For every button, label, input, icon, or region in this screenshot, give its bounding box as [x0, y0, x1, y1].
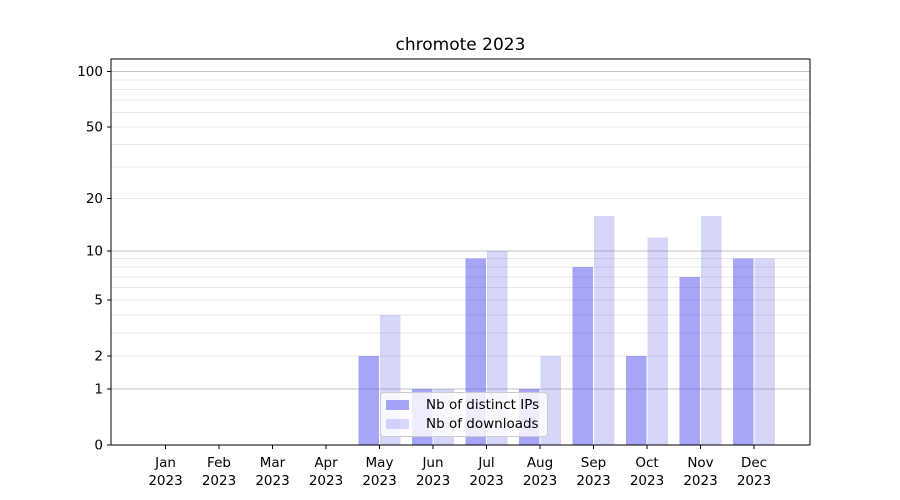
bar-distinct-ips — [626, 356, 647, 445]
x-tick-label-month: Aug — [527, 455, 553, 471]
legend: Nb of distinct IPs Nb of downloads — [380, 392, 548, 437]
x-tick-label-month: Jan — [154, 455, 176, 471]
y-tick-label: 5 — [94, 293, 103, 309]
y-tick-label: 100 — [77, 64, 103, 80]
bar-distinct-ips — [733, 258, 754, 445]
y-tick-label: 10 — [86, 243, 103, 259]
x-tick-label-year: 2023 — [737, 473, 771, 489]
x-tick-label-year: 2023 — [309, 473, 343, 489]
y-tick-label: 0 — [94, 438, 103, 454]
x-tick-label-month: Mar — [260, 455, 286, 471]
x-tick-label-month: May — [366, 455, 394, 471]
legend-swatch-distinct-ips — [386, 400, 409, 411]
y-tick-label: 2 — [94, 349, 103, 365]
x-tick-label-year: 2023 — [683, 473, 717, 489]
x-tick-label-month: Dec — [741, 455, 767, 471]
chart-title: chromote 2023 — [395, 35, 526, 55]
x-tick-label-year: 2023 — [469, 473, 503, 489]
x-tick-label-month: Nov — [687, 455, 713, 471]
legend-item-downloads: Nb of downloads — [386, 416, 541, 432]
x-tick-label-year: 2023 — [255, 473, 289, 489]
y-tick-label: 20 — [86, 191, 103, 207]
legend-swatch-downloads — [386, 418, 409, 429]
x-tick-label-year: 2023 — [576, 473, 610, 489]
x-tick-label-month: Feb — [207, 455, 231, 471]
bar-distinct-ips — [358, 356, 379, 445]
legend-label-downloads: Nb of downloads — [426, 415, 539, 432]
bar-distinct-ips — [572, 267, 593, 445]
x-tick-label-month: Apr — [314, 455, 338, 471]
bar-downloads — [647, 237, 668, 445]
x-tick-label-month: Jul — [477, 455, 494, 471]
plot-border — [110, 58, 811, 446]
bar-distinct-ips — [679, 276, 700, 445]
y-tick-label: 1 — [94, 381, 103, 397]
x-tick-label-year: 2023 — [362, 473, 396, 489]
legend-item-distinct-ips: Nb of distinct IPs — [386, 397, 541, 413]
x-tick-label-year: 2023 — [523, 473, 557, 489]
bar-downloads — [594, 215, 615, 445]
x-tick-label-month: Jun — [421, 455, 443, 471]
y-tick-label: 50 — [86, 119, 103, 135]
x-tick-label-year: 2023 — [630, 473, 664, 489]
x-tick-label-month: Oct — [635, 455, 658, 471]
x-tick-label-year: 2023 — [416, 473, 450, 489]
x-tick-label-year: 2023 — [202, 473, 236, 489]
legend-label-distinct-ips: Nb of distinct IPs — [426, 397, 540, 414]
bar-downloads — [701, 215, 722, 445]
x-tick-label-year: 2023 — [148, 473, 182, 489]
bar-downloads — [754, 258, 775, 445]
x-tick-label-month: Sep — [581, 455, 606, 471]
